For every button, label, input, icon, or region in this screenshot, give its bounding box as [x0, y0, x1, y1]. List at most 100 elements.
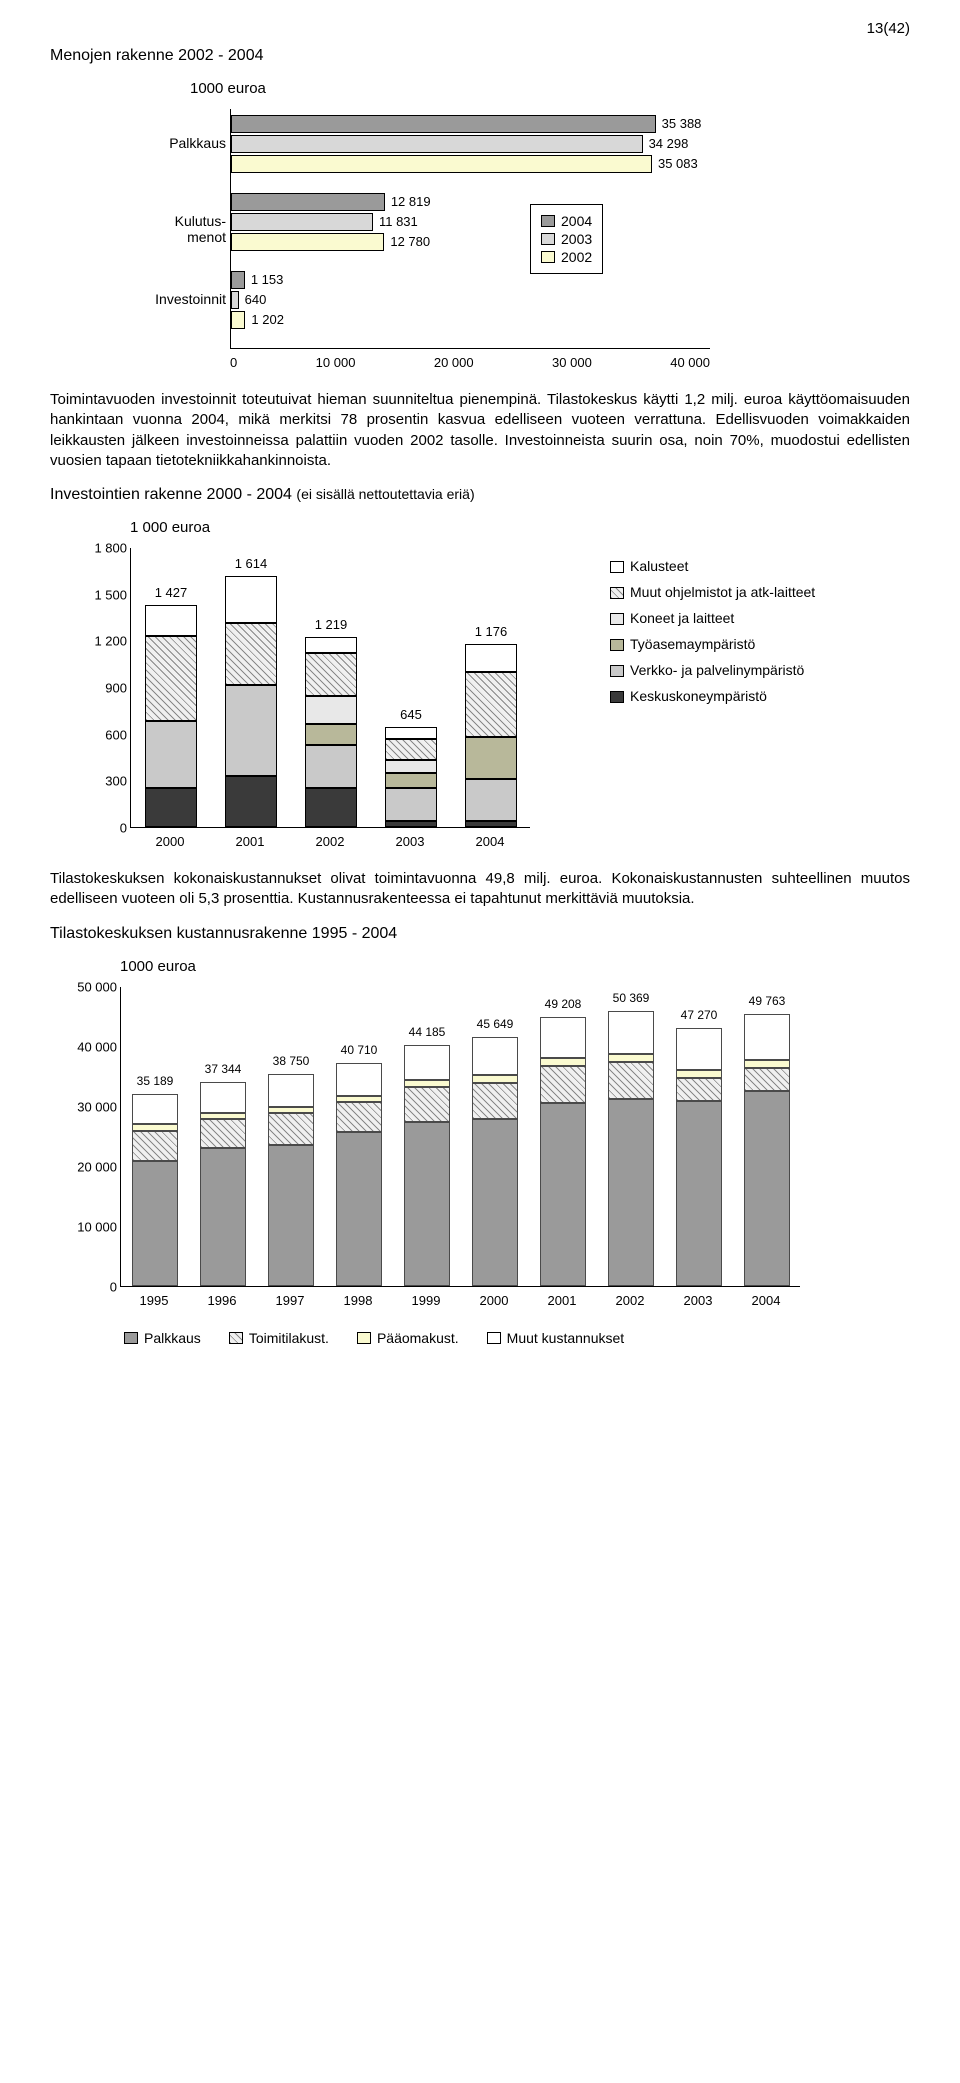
chart3-segment: [676, 1070, 722, 1078]
chart3-segment: [404, 1087, 450, 1122]
chart3-total-label: 49 208: [540, 997, 586, 1011]
chart3-ytick: 50 000: [61, 979, 117, 994]
chart1-title: 1000 euroa: [130, 80, 910, 97]
chart3-bar: 49 208: [540, 1017, 586, 1285]
chart1-bar-label: 1 202: [251, 312, 284, 327]
chart3-segment: [336, 1132, 382, 1286]
chart2-legend-item: Keskuskoneympäristö: [610, 688, 815, 704]
chart2-segment: [465, 737, 517, 779]
chart2-legend-item: Työasemaympäristö: [610, 636, 815, 652]
chart1-bar-label: 1 153: [251, 272, 284, 287]
chart3-segment: [200, 1119, 246, 1147]
chart1-xtick: 10 000: [316, 355, 356, 370]
chart3-segment: [608, 1099, 654, 1286]
chart3-segment: [472, 1119, 518, 1285]
chart2-legend-item: Muut ohjelmistot ja atk-laitteet: [610, 584, 815, 600]
chart3-segment: [744, 1014, 790, 1060]
chart3-total-label: 38 750: [268, 1054, 314, 1068]
chart3-xtick: 2002: [596, 1293, 664, 1308]
chart1-xtick: 0: [230, 355, 237, 370]
chart2-segment: [145, 721, 197, 788]
chart3-segment: [744, 1068, 790, 1090]
chart3-xtick: 2004: [732, 1293, 800, 1308]
chart3-total-label: 35 189: [132, 1074, 178, 1088]
chart2-title: 1 000 euroa: [130, 519, 910, 536]
chart1-legend: 200420032002: [530, 204, 603, 274]
chart2-segment: [465, 672, 517, 737]
chart3-segment: [336, 1102, 382, 1131]
chart2-ytick: 600: [79, 727, 127, 742]
chart3-total-label: 44 185: [404, 1025, 450, 1039]
chart2: 03006009001 2001 5001 800 1 4271 6141 21…: [130, 548, 580, 849]
chart3-segment: [268, 1145, 314, 1286]
chart3-segment: [268, 1113, 314, 1145]
chart2-total-label: 1 614: [225, 556, 277, 571]
chart3-segment: [676, 1078, 722, 1101]
chart3-segment: [132, 1094, 178, 1124]
chart2-total-label: 645: [385, 707, 437, 722]
chart2-ytick: 300: [79, 774, 127, 789]
chart1-bar: [231, 233, 384, 251]
chart1-bar-label: 12 780: [390, 234, 430, 249]
chart3-title: 1000 euroa: [60, 958, 910, 975]
chart2-ytick: 1 200: [79, 634, 127, 649]
chart1-bar: [231, 291, 239, 309]
chart3-bar: 44 185: [404, 1045, 450, 1286]
chart3-segment: [472, 1083, 518, 1119]
chart1-area: 1000 euroa Palkkaus35 38834 29835 083Kul…: [130, 80, 910, 370]
page-number: 13(42): [50, 20, 910, 37]
section2-title: Investointien rakenne 2000 - 2004 (ei si…: [50, 486, 910, 504]
chart2-total-label: 1 427: [145, 585, 197, 600]
chart3-legend-item: Pääomakust.: [357, 1330, 459, 1346]
chart3-segment: [608, 1054, 654, 1062]
chart2-xtick: 2000: [130, 834, 210, 849]
chart1-bar: [231, 311, 245, 329]
chart2-xtick: 2001: [210, 834, 290, 849]
chart3-segment: [540, 1017, 586, 1057]
chart2-total-label: 1 219: [305, 617, 357, 632]
chart3-segment: [744, 1091, 790, 1286]
chart3-ytick: 10 000: [61, 1219, 117, 1234]
chart2-legend-item: Kalusteet: [610, 558, 815, 574]
chart1-bar-label: 34 298: [649, 136, 689, 151]
chart3-bar: 38 750: [268, 1074, 314, 1285]
chart3-segment: [404, 1045, 450, 1081]
chart2-segment: [225, 685, 277, 775]
chart3-xtick: 2001: [528, 1293, 596, 1308]
chart1: Palkkaus35 38834 29835 083Kulutus-menot1…: [130, 109, 730, 370]
chart3-bar: 50 369: [608, 1011, 654, 1286]
chart1-legend-item: 2003: [541, 231, 592, 247]
chart1-bar-label: 35 083: [658, 156, 698, 171]
chart1-bar: [231, 155, 652, 173]
chart3-segment: [200, 1148, 246, 1286]
chart3-legend-item: Toimitilakust.: [229, 1330, 329, 1346]
chart3-segment: [404, 1122, 450, 1286]
chart2-area: 1 000 euroa 03006009001 2001 5001 800 1 …: [130, 519, 910, 849]
chart3-segment: [676, 1101, 722, 1285]
chart1-category-label: Investoinnit: [131, 291, 226, 307]
chart2-bar: 1 614: [225, 576, 277, 827]
chart3-segment: [472, 1075, 518, 1083]
chart2-ytick: 1 800: [79, 541, 127, 556]
chart3-bar: 45 649: [472, 1037, 518, 1286]
chart2-segment: [145, 605, 197, 636]
chart2-segment: [305, 653, 357, 696]
chart2-segment: [225, 623, 277, 686]
chart2-xtick: 2003: [370, 834, 450, 849]
chart1-xtick: 40 000: [670, 355, 710, 370]
chart2-segment: [385, 727, 437, 739]
chart3-legend-item: Palkkaus: [124, 1330, 201, 1346]
chart3-total-label: 45 649: [472, 1017, 518, 1031]
chart1-bar-label: 35 388: [662, 116, 702, 131]
chart3-segment: [676, 1028, 722, 1070]
chart3-xtick: 1997: [256, 1293, 324, 1308]
chart2-ytick: 0: [79, 821, 127, 836]
chart2-xtick: 2004: [450, 834, 530, 849]
chart2-segment: [225, 576, 277, 623]
chart3-bar: 47 270: [676, 1028, 722, 1286]
chart3-xtick: 2000: [460, 1293, 528, 1308]
paragraph2: Tilastokeskuksen kokonaiskustannukset ol…: [50, 869, 910, 910]
chart2-ytick: 1 500: [79, 587, 127, 602]
chart3-segment: [132, 1131, 178, 1162]
chart2-legend-item: Verkko- ja palvelinympäristö: [610, 662, 815, 678]
